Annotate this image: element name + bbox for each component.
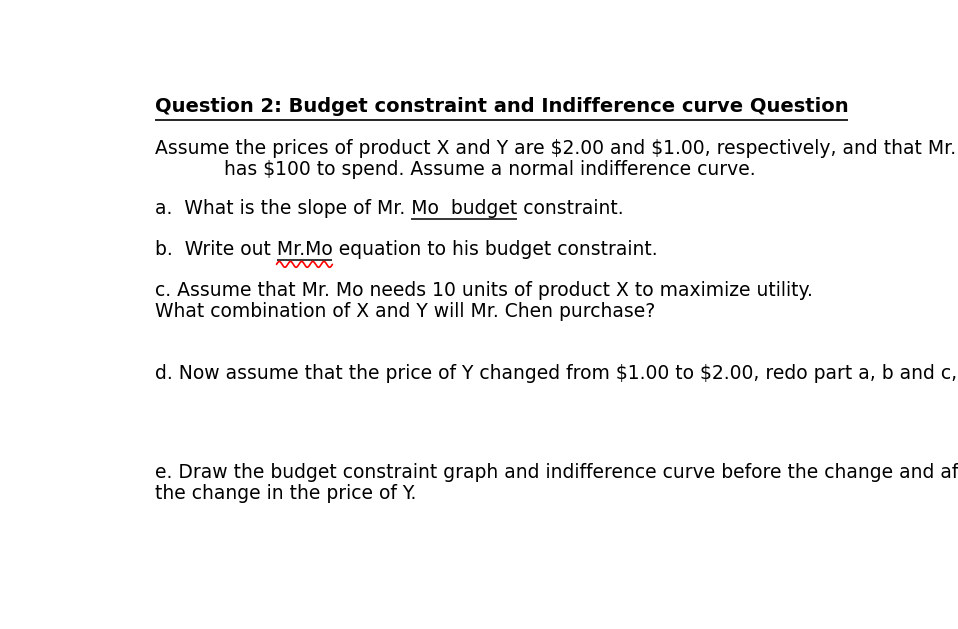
- Text: What combination of X and Y will Mr. Chen purchase?: What combination of X and Y will Mr. Che…: [154, 302, 655, 321]
- Text: b.  Write out Mr.Mo equation to his budget constraint.: b. Write out Mr.Mo equation to his budge…: [154, 240, 657, 259]
- Text: Assume the prices of product X and Y are \$2.00 and \$1.00, respectively, and th: Assume the prices of product X and Y are…: [154, 140, 958, 159]
- Text: the change in the price of Y.: the change in the price of Y.: [154, 484, 416, 503]
- Text: e. Draw the budget constraint graph and indifference curve before the change and: e. Draw the budget constraint graph and …: [154, 463, 958, 482]
- Text: has \$100 to spend. Assume a normal indifference curve.: has \$100 to spend. Assume a normal indi…: [223, 160, 755, 179]
- Text: d. Now assume that the price of Y changed from \$1.00 to \$2.00, redo part a, b : d. Now assume that the price of Y change…: [154, 364, 957, 382]
- Text: Question 2: Budget constraint and Indifference curve Question: Question 2: Budget constraint and Indiff…: [154, 97, 848, 116]
- Text: c. Assume that Mr. Mo needs 10 units of product X to maximize utility.: c. Assume that Mr. Mo needs 10 units of …: [154, 281, 812, 300]
- Text: a.  What is the slope of Mr. Mo  budget constraint.: a. What is the slope of Mr. Mo budget co…: [154, 199, 624, 218]
